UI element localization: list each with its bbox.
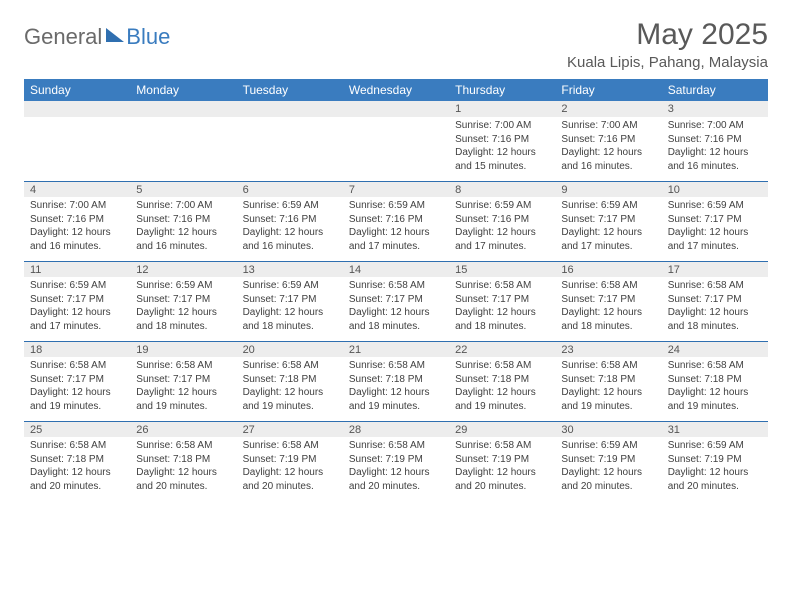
day-number-cell: 10 [662, 181, 768, 197]
day-number-cell: 5 [130, 181, 236, 197]
day-number-cell: 25 [24, 421, 130, 437]
header: General Blue May 2025 Kuala Lipis, Pahan… [24, 18, 768, 71]
day-detail-cell: Sunrise: 7:00 AMSunset: 7:16 PMDaylight:… [662, 117, 768, 181]
day-detail-cell: Sunrise: 6:58 AMSunset: 7:19 PMDaylight:… [449, 437, 555, 501]
day-detail-cell: Sunrise: 6:58 AMSunset: 7:17 PMDaylight:… [662, 277, 768, 341]
day-detail-cell: Sunrise: 6:58 AMSunset: 7:17 PMDaylight:… [555, 277, 661, 341]
day-number-cell: 20 [237, 341, 343, 357]
day-number-cell: 16 [555, 261, 661, 277]
day-detail-cell: Sunrise: 6:58 AMSunset: 7:17 PMDaylight:… [449, 277, 555, 341]
logo-triangle-icon [106, 28, 124, 42]
day-number-cell: 30 [555, 421, 661, 437]
day-detail-cell: Sunrise: 6:58 AMSunset: 7:18 PMDaylight:… [343, 357, 449, 421]
day-detail-cell: Sunrise: 6:58 AMSunset: 7:17 PMDaylight:… [130, 357, 236, 421]
day-number-cell: 21 [343, 341, 449, 357]
day-number-cell: 27 [237, 421, 343, 437]
day-detail-cell: Sunrise: 7:00 AMSunset: 7:16 PMDaylight:… [130, 197, 236, 261]
day-detail-cell [237, 117, 343, 181]
location-text: Kuala Lipis, Pahang, Malaysia [567, 54, 768, 71]
title-block: May 2025 Kuala Lipis, Pahang, Malaysia [567, 18, 768, 71]
day-number-cell [24, 101, 130, 117]
day-detail-cell: Sunrise: 6:58 AMSunset: 7:18 PMDaylight:… [662, 357, 768, 421]
day-detail-cell: Sunrise: 6:58 AMSunset: 7:19 PMDaylight:… [237, 437, 343, 501]
day-detail-cell: Sunrise: 6:58 AMSunset: 7:18 PMDaylight:… [237, 357, 343, 421]
day-number-cell: 15 [449, 261, 555, 277]
day-detail-cell: Sunrise: 6:59 AMSunset: 7:16 PMDaylight:… [343, 197, 449, 261]
day-detail-cell: Sunrise: 7:00 AMSunset: 7:16 PMDaylight:… [555, 117, 661, 181]
day-detail-row: Sunrise: 7:00 AMSunset: 7:16 PMDaylight:… [24, 197, 768, 261]
day-number-cell: 18 [24, 341, 130, 357]
logo-text-general: General [24, 24, 102, 50]
day-number-cell: 29 [449, 421, 555, 437]
day-number-cell: 1 [449, 101, 555, 117]
day-header: Monday [130, 79, 236, 101]
day-detail-row: Sunrise: 6:59 AMSunset: 7:17 PMDaylight:… [24, 277, 768, 341]
day-number-cell: 4 [24, 181, 130, 197]
logo-text-blue: Blue [126, 24, 170, 50]
day-number-cell: 13 [237, 261, 343, 277]
day-number-cell: 6 [237, 181, 343, 197]
day-number-cell: 14 [343, 261, 449, 277]
day-detail-cell [343, 117, 449, 181]
day-detail-cell: Sunrise: 6:59 AMSunset: 7:19 PMDaylight:… [555, 437, 661, 501]
day-header: Friday [555, 79, 661, 101]
day-number-cell: 12 [130, 261, 236, 277]
day-number-cell: 28 [343, 421, 449, 437]
day-detail-row: Sunrise: 6:58 AMSunset: 7:17 PMDaylight:… [24, 357, 768, 421]
day-number-cell: 24 [662, 341, 768, 357]
day-number-cell: 3 [662, 101, 768, 117]
month-title: May 2025 [567, 18, 768, 52]
day-number-cell [237, 101, 343, 117]
logo: General Blue [24, 18, 170, 50]
day-detail-cell: Sunrise: 6:59 AMSunset: 7:16 PMDaylight:… [237, 197, 343, 261]
day-number-row: 11121314151617 [24, 261, 768, 277]
day-number-row: 18192021222324 [24, 341, 768, 357]
day-number-cell: 22 [449, 341, 555, 357]
day-number-cell: 9 [555, 181, 661, 197]
calendar-table: Sunday Monday Tuesday Wednesday Thursday… [24, 79, 768, 501]
day-detail-cell [130, 117, 236, 181]
day-header-row: Sunday Monday Tuesday Wednesday Thursday… [24, 79, 768, 101]
day-detail-row: Sunrise: 7:00 AMSunset: 7:16 PMDaylight:… [24, 117, 768, 181]
day-detail-cell: Sunrise: 6:58 AMSunset: 7:18 PMDaylight:… [449, 357, 555, 421]
day-detail-cell: Sunrise: 7:00 AMSunset: 7:16 PMDaylight:… [449, 117, 555, 181]
day-header: Sunday [24, 79, 130, 101]
day-detail-cell: Sunrise: 6:59 AMSunset: 7:17 PMDaylight:… [555, 197, 661, 261]
day-number-cell: 31 [662, 421, 768, 437]
day-detail-cell: Sunrise: 6:59 AMSunset: 7:17 PMDaylight:… [662, 197, 768, 261]
day-detail-cell: Sunrise: 6:59 AMSunset: 7:17 PMDaylight:… [237, 277, 343, 341]
day-header: Tuesday [237, 79, 343, 101]
day-detail-cell: Sunrise: 6:58 AMSunset: 7:18 PMDaylight:… [24, 437, 130, 501]
day-number-cell [130, 101, 236, 117]
day-detail-cell: Sunrise: 6:58 AMSunset: 7:17 PMDaylight:… [24, 357, 130, 421]
day-detail-cell: Sunrise: 6:59 AMSunset: 7:17 PMDaylight:… [24, 277, 130, 341]
day-detail-row: Sunrise: 6:58 AMSunset: 7:18 PMDaylight:… [24, 437, 768, 501]
day-number-cell: 11 [24, 261, 130, 277]
day-detail-cell: Sunrise: 6:58 AMSunset: 7:17 PMDaylight:… [343, 277, 449, 341]
day-number-row: 123 [24, 101, 768, 117]
day-number-row: 25262728293031 [24, 421, 768, 437]
day-header: Thursday [449, 79, 555, 101]
day-detail-cell: Sunrise: 6:58 AMSunset: 7:18 PMDaylight:… [130, 437, 236, 501]
day-header: Wednesday [343, 79, 449, 101]
day-detail-cell: Sunrise: 6:58 AMSunset: 7:18 PMDaylight:… [555, 357, 661, 421]
day-number-cell: 8 [449, 181, 555, 197]
day-number-cell: 26 [130, 421, 236, 437]
day-detail-cell: Sunrise: 6:59 AMSunset: 7:17 PMDaylight:… [130, 277, 236, 341]
day-number-cell: 23 [555, 341, 661, 357]
day-number-cell: 19 [130, 341, 236, 357]
day-number-cell: 17 [662, 261, 768, 277]
day-number-cell [343, 101, 449, 117]
day-detail-cell: Sunrise: 6:58 AMSunset: 7:19 PMDaylight:… [343, 437, 449, 501]
calendar-body: 123Sunrise: 7:00 AMSunset: 7:16 PMDaylig… [24, 101, 768, 501]
day-header: Saturday [662, 79, 768, 101]
day-number-cell: 2 [555, 101, 661, 117]
day-detail-cell: Sunrise: 6:59 AMSunset: 7:19 PMDaylight:… [662, 437, 768, 501]
day-detail-cell: Sunrise: 7:00 AMSunset: 7:16 PMDaylight:… [24, 197, 130, 261]
day-detail-cell [24, 117, 130, 181]
day-number-cell: 7 [343, 181, 449, 197]
day-detail-cell: Sunrise: 6:59 AMSunset: 7:16 PMDaylight:… [449, 197, 555, 261]
day-number-row: 45678910 [24, 181, 768, 197]
